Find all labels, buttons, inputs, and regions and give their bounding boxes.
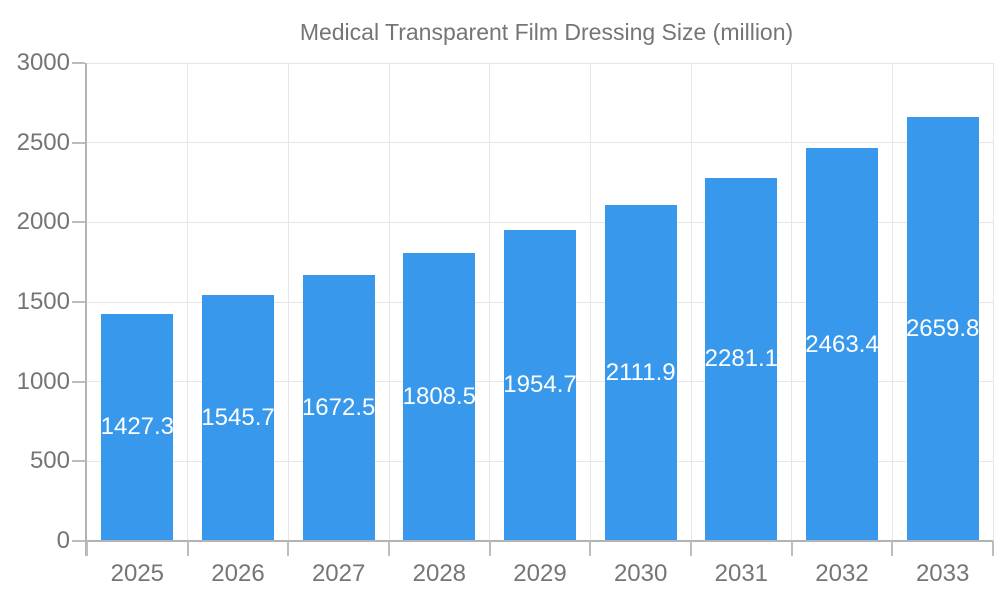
bar: 1545.7 xyxy=(201,294,275,541)
v-gridline xyxy=(992,63,994,541)
bar: 2111.9 xyxy=(604,204,677,541)
bar-value-label: 2659.8 xyxy=(905,315,980,343)
y-tick xyxy=(72,380,85,383)
legend-title: Medical Transparent Film Dressing Size (… xyxy=(299,18,794,45)
y-tick xyxy=(72,221,85,224)
bar-value-label: 1545.7 xyxy=(201,403,275,431)
v-gridline xyxy=(187,63,189,541)
y-tick xyxy=(72,460,85,463)
y-axis-label: 500 xyxy=(29,447,70,475)
bar: 1808.5 xyxy=(402,252,477,541)
x-axis-label: 2031 xyxy=(714,560,769,587)
legend-swatch xyxy=(207,22,287,43)
y-axis-line xyxy=(85,63,87,556)
v-gridline xyxy=(388,63,390,541)
x-axis-label: 2032 xyxy=(815,560,869,587)
bar-value-label: 2463.4 xyxy=(805,330,879,358)
bar-value-label: 2281.1 xyxy=(704,345,779,373)
chart-legend: Medical Transparent Film Dressing Size (… xyxy=(0,19,1000,45)
bar-value-label: 2111.9 xyxy=(605,358,676,386)
v-gridline xyxy=(489,63,491,541)
y-axis-label: 0 xyxy=(56,527,70,554)
bar-value-label: 1427.3 xyxy=(100,413,175,441)
bar: 2659.8 xyxy=(905,117,980,541)
bar: 2281.1 xyxy=(704,177,779,541)
bar-value-label: 1954.7 xyxy=(503,371,577,399)
v-gridline xyxy=(891,63,893,541)
v-gridline xyxy=(690,63,692,541)
y-tick xyxy=(72,62,85,64)
bar: 1672.5 xyxy=(301,274,376,541)
y-tick xyxy=(72,301,85,303)
bar: 1427.3 xyxy=(100,313,175,541)
x-axis-label: 2028 xyxy=(412,560,467,587)
x-tick xyxy=(86,541,88,556)
y-tick xyxy=(72,141,85,144)
h-gridline xyxy=(87,62,993,64)
x-axis-label: 2029 xyxy=(513,560,567,587)
bar-value-label: 1808.5 xyxy=(402,382,477,410)
y-axis-label: 2500 xyxy=(16,128,70,156)
x-tick xyxy=(992,541,994,556)
v-gridline xyxy=(791,63,793,541)
x-axis-label: 2033 xyxy=(915,560,970,587)
y-axis-label: 1500 xyxy=(16,288,70,315)
x-tick xyxy=(589,541,592,556)
x-axis-label: 2030 xyxy=(613,560,668,587)
x-tick xyxy=(690,541,692,556)
x-tick xyxy=(790,541,793,556)
x-axis-line xyxy=(85,540,993,542)
x-tick xyxy=(287,541,290,556)
v-gridline xyxy=(287,63,289,541)
bar-value-label: 1672.5 xyxy=(301,393,376,421)
x-tick xyxy=(488,541,491,556)
y-axis-label: 2000 xyxy=(16,208,70,236)
v-gridline xyxy=(589,63,591,541)
x-axis-label: 2026 xyxy=(211,560,265,587)
x-tick xyxy=(891,541,894,556)
y-tick xyxy=(72,540,85,542)
h-gridline xyxy=(87,221,993,223)
y-axis-label: 3000 xyxy=(16,49,70,76)
x-tick xyxy=(186,541,189,556)
x-axis-label: 2025 xyxy=(110,560,165,587)
bar: 1954.7 xyxy=(503,229,577,541)
y-axis-label: 1000 xyxy=(16,367,70,395)
bar: 2463.4 xyxy=(805,148,879,541)
x-axis-label: 2027 xyxy=(311,560,366,587)
x-tick xyxy=(388,541,390,556)
h-gridline xyxy=(87,142,993,144)
